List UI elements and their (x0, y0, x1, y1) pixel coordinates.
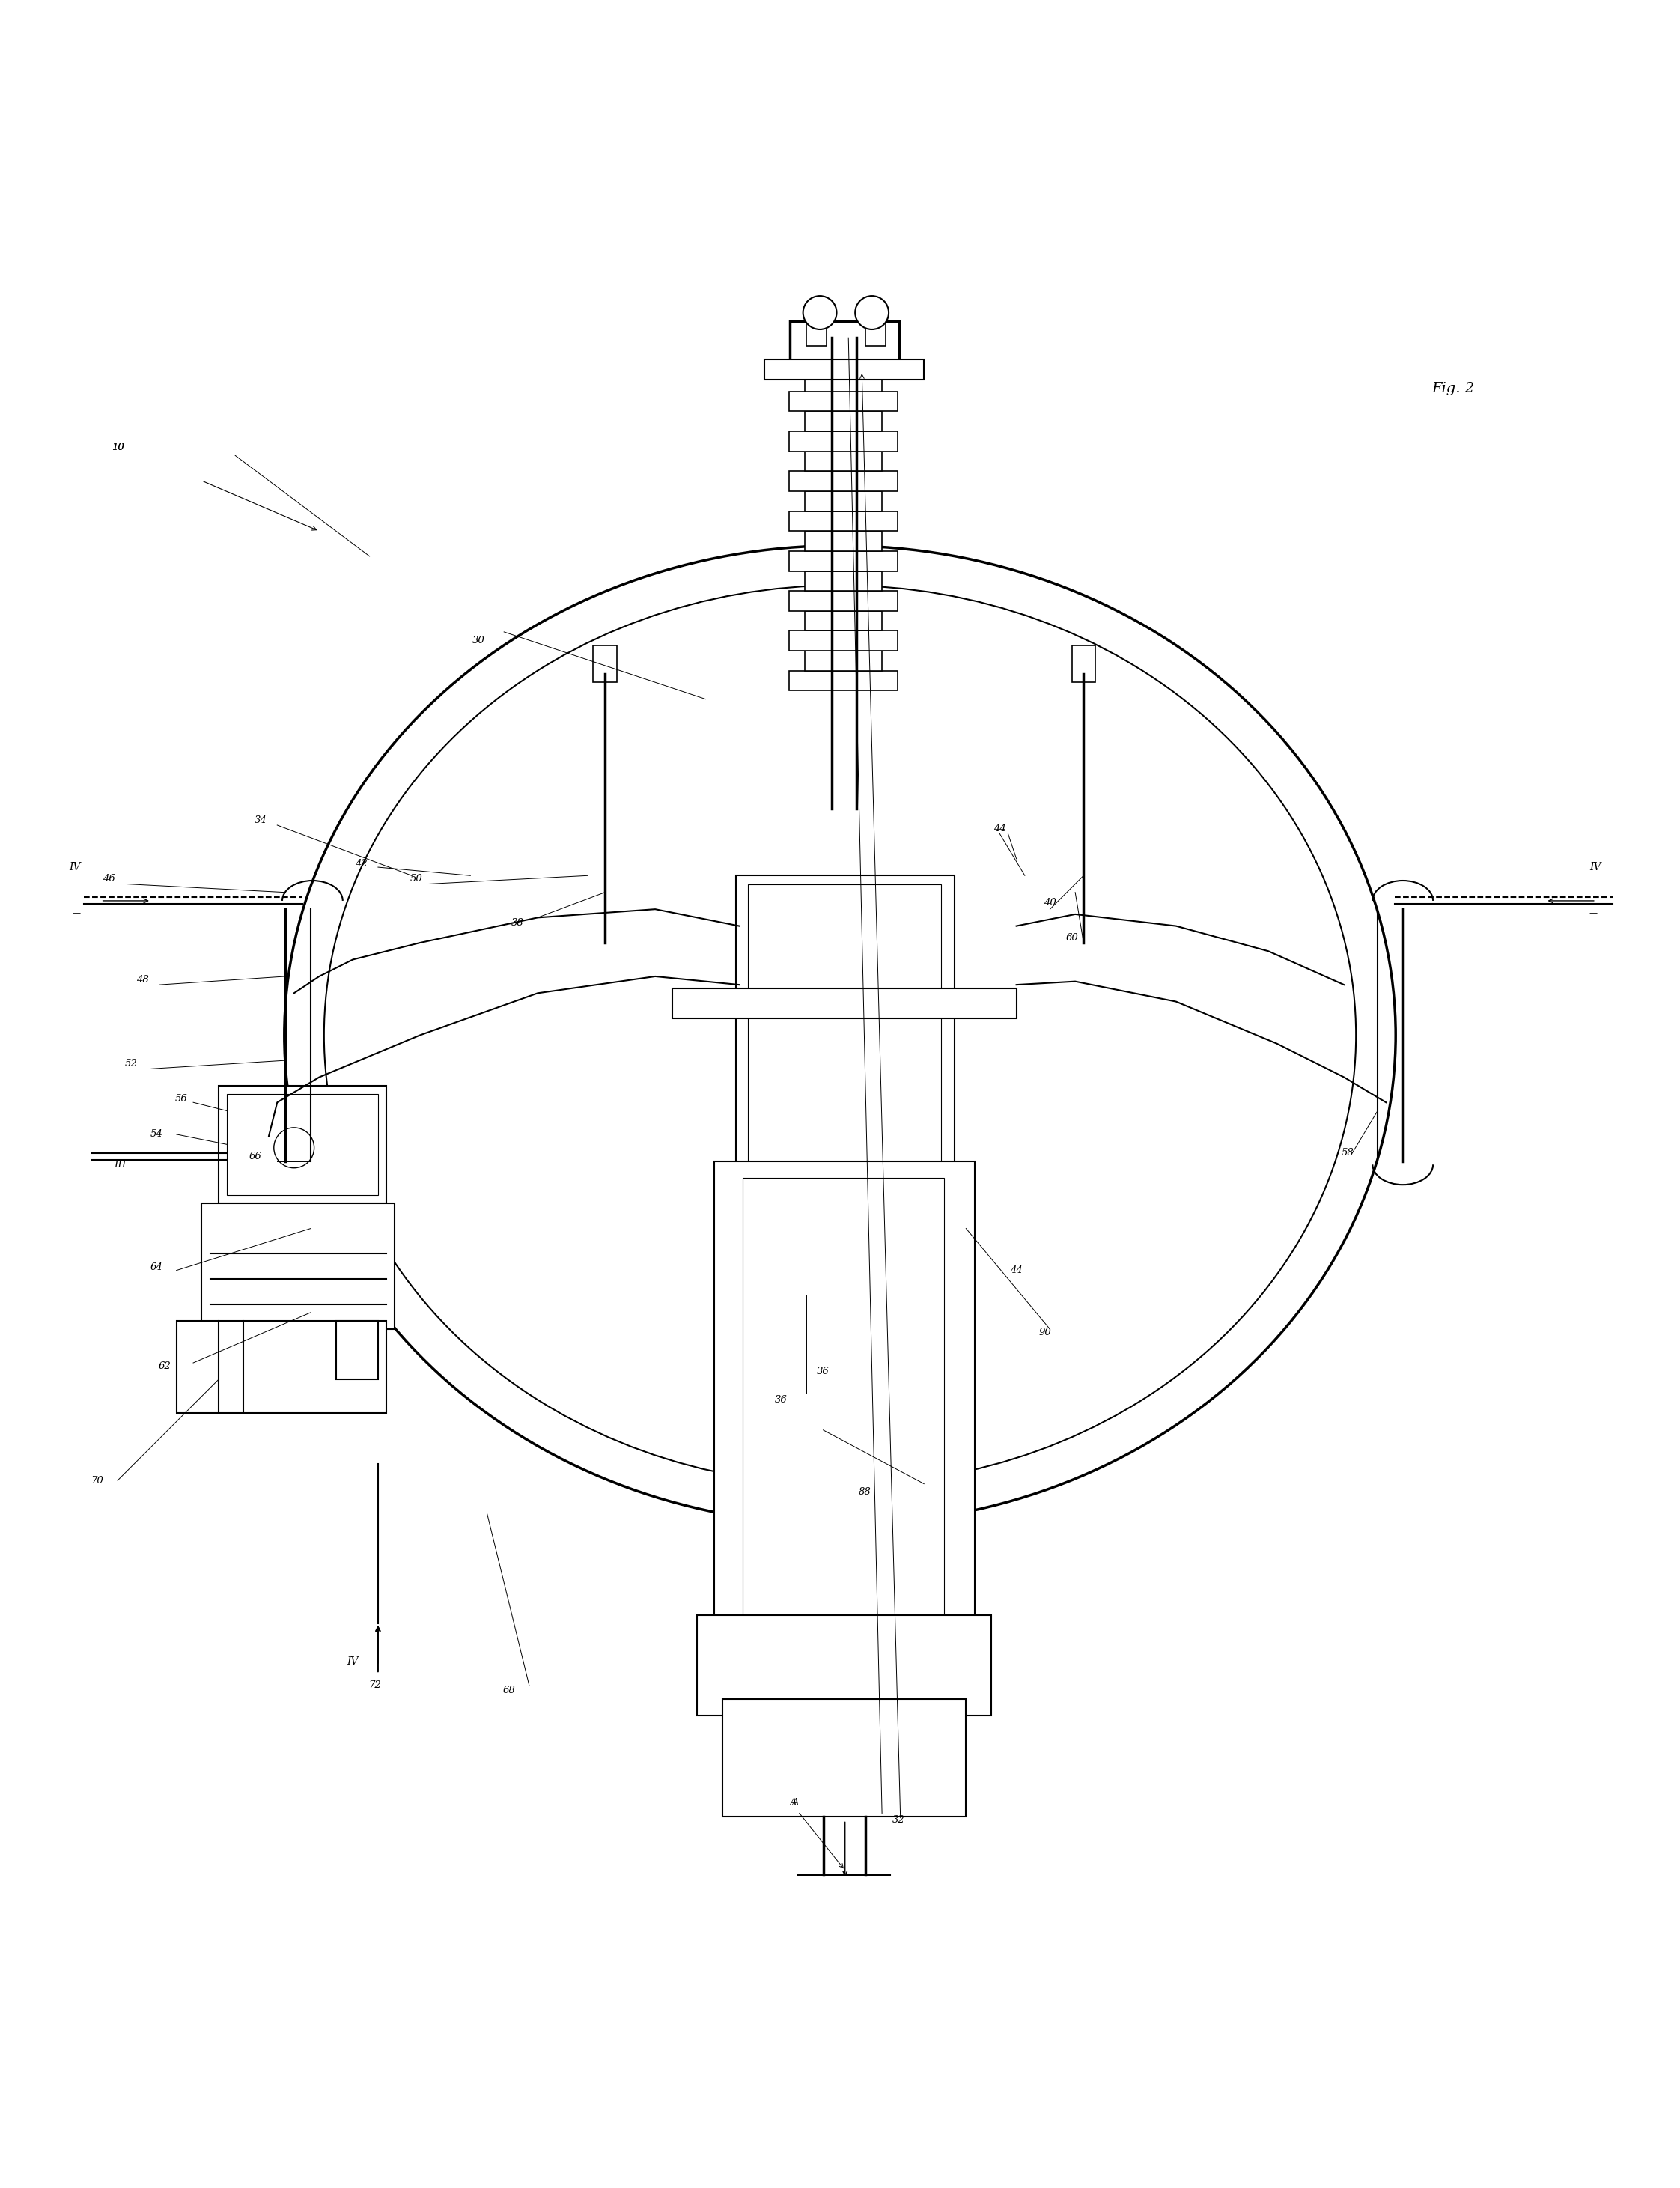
Bar (790, 470, 897, 490)
Bar (202, 1203, 395, 1330)
Text: A: A (790, 1799, 796, 1807)
Circle shape (274, 1127, 314, 1168)
Bar (743, 1177, 944, 1615)
Text: 70: 70 (91, 1475, 104, 1486)
Text: 72: 72 (368, 1680, 381, 1691)
Bar (805, 532, 882, 551)
Text: 32: 32 (892, 1816, 906, 1825)
Text: 30: 30 (472, 635, 486, 645)
Text: 68: 68 (502, 1685, 516, 1696)
Text: 52: 52 (124, 1059, 138, 1068)
Text: 48: 48 (136, 976, 150, 985)
Text: —: — (1589, 908, 1598, 917)
Circle shape (803, 295, 837, 330)
Bar (722, 1698, 966, 1816)
Text: 64: 64 (150, 1262, 163, 1271)
Text: 46: 46 (102, 873, 116, 884)
Bar (176, 1322, 386, 1413)
Bar (776, 1195, 916, 1431)
Text: A: A (791, 1799, 798, 1807)
Bar (790, 591, 897, 610)
Text: 36: 36 (816, 1365, 830, 1376)
Text: 54: 54 (150, 1129, 163, 1140)
Bar (714, 1162, 974, 1632)
Bar (697, 1615, 991, 1715)
Bar (218, 1085, 386, 1203)
Bar (790, 672, 897, 691)
Bar (865, 304, 885, 346)
Text: 50: 50 (410, 873, 423, 884)
Text: —: — (349, 1683, 356, 1689)
Text: 88: 88 (858, 1488, 872, 1497)
Bar (805, 610, 882, 630)
Text: IV: IV (69, 862, 81, 873)
Bar (806, 304, 827, 346)
Bar (790, 322, 899, 363)
Bar (736, 875, 954, 1212)
Text: 10: 10 (111, 442, 124, 453)
Text: 10: 10 (111, 442, 124, 453)
Bar (790, 551, 897, 571)
Bar (790, 512, 897, 532)
Bar (790, 630, 897, 650)
Circle shape (855, 295, 889, 330)
Bar (805, 650, 882, 672)
Bar (790, 431, 897, 451)
Text: 36: 36 (774, 1396, 788, 1405)
Text: 44: 44 (1010, 1265, 1023, 1276)
Bar (1072, 645, 1095, 683)
Text: 90: 90 (1038, 1328, 1052, 1337)
Bar (805, 490, 882, 512)
Text: 34: 34 (254, 816, 267, 825)
Text: 62: 62 (158, 1361, 171, 1372)
Bar (748, 884, 941, 1203)
Bar (764, 359, 924, 381)
Text: 44: 44 (993, 823, 1006, 834)
Text: 42: 42 (354, 860, 368, 869)
Text: 40: 40 (1043, 897, 1057, 908)
Text: 60: 60 (1065, 932, 1079, 943)
Bar (805, 571, 882, 591)
Bar (227, 1094, 378, 1195)
Text: 56: 56 (175, 1094, 188, 1105)
Bar (790, 392, 897, 411)
Text: 38: 38 (511, 917, 524, 928)
Ellipse shape (324, 584, 1356, 1486)
Text: III: III (114, 1160, 126, 1171)
Text: 58: 58 (1341, 1149, 1354, 1157)
Text: —: — (72, 908, 81, 917)
Bar (805, 372, 882, 392)
Text: IV: IV (1589, 862, 1601, 873)
Text: 66: 66 (249, 1151, 262, 1162)
Ellipse shape (284, 545, 1396, 1525)
Bar (805, 451, 882, 470)
Text: Fig. 2: Fig. 2 (1431, 381, 1475, 396)
Bar (672, 989, 1016, 1017)
Bar (336, 1322, 378, 1381)
Text: IV: IV (348, 1656, 358, 1667)
Bar (593, 645, 617, 683)
Bar (805, 411, 882, 431)
